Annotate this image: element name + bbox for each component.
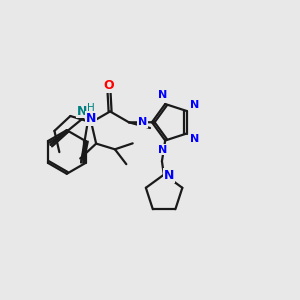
Text: N: N: [190, 134, 199, 144]
Text: N: N: [164, 169, 174, 182]
Text: N: N: [158, 145, 167, 154]
Text: N: N: [190, 100, 199, 110]
Text: O: O: [104, 79, 114, 92]
Text: N: N: [77, 105, 87, 118]
Text: N: N: [138, 117, 147, 127]
Text: N: N: [86, 112, 96, 125]
Text: N: N: [158, 90, 167, 100]
Text: H: H: [87, 103, 95, 113]
